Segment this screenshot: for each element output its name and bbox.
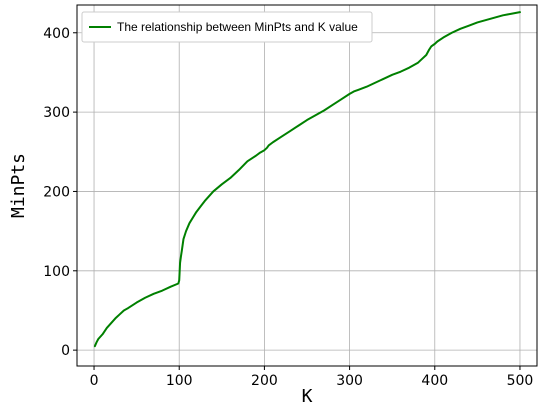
y-tick-label: 200 (43, 184, 70, 200)
x-tick-label: 400 (421, 373, 448, 389)
x-axis-label: K (302, 386, 313, 407)
y-axis-ticks: 0 100 200 300 400 (43, 26, 77, 359)
x-tick-label: 300 (336, 373, 363, 389)
y-tick-label: 400 (43, 26, 70, 42)
x-tick-label: 500 (507, 373, 534, 389)
series-line (93, 11, 521, 348)
y-tick-label: 100 (43, 264, 70, 280)
legend-entry-label: The relationship between MinPts and K va… (117, 20, 358, 34)
series-layer (93, 11, 521, 348)
legend: The relationship between MinPts and K va… (81, 11, 373, 43)
x-axis-ticks: 0 100 200 300 400 500 (90, 366, 534, 389)
x-tick-label: 0 (90, 373, 99, 389)
legend-box (81, 11, 373, 43)
x-tick-label: 200 (251, 373, 278, 389)
y-tick-label: 0 (61, 343, 70, 359)
y-axis-label: MinPts (8, 153, 29, 218)
plot-frame (76, 4, 538, 367)
y-tick-label: 300 (43, 105, 70, 121)
x-tick-label: 100 (166, 373, 193, 389)
grid (77, 5, 537, 366)
